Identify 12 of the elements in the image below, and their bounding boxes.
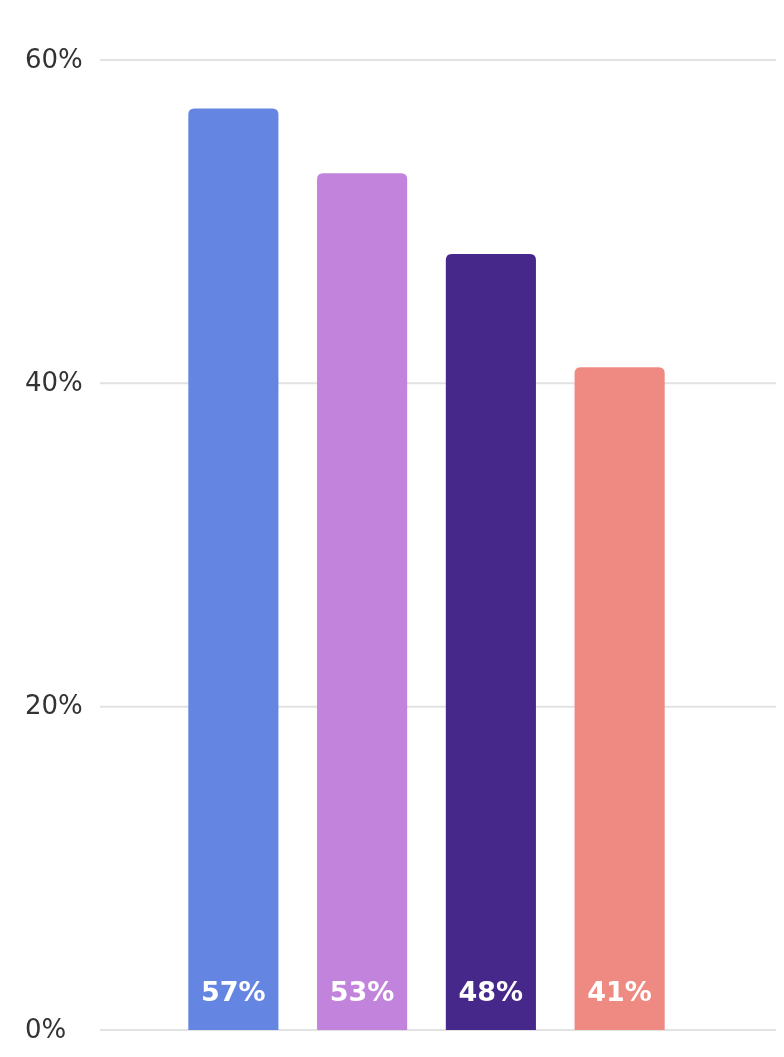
y-tick-label: 20% bbox=[25, 690, 83, 721]
data-label: 48% bbox=[458, 976, 524, 1007]
data-label: 57% bbox=[201, 976, 266, 1007]
bar bbox=[445, 254, 536, 1030]
bar bbox=[188, 108, 279, 1030]
y-tick-label: 40% bbox=[25, 366, 83, 397]
bar bbox=[574, 367, 665, 1030]
y-tick-label: 0% bbox=[25, 1013, 67, 1044]
bar bbox=[317, 173, 408, 1030]
y-tick-label: 60% bbox=[25, 43, 83, 74]
data-label: 53% bbox=[329, 976, 395, 1007]
data-label: 41% bbox=[587, 976, 652, 1007]
